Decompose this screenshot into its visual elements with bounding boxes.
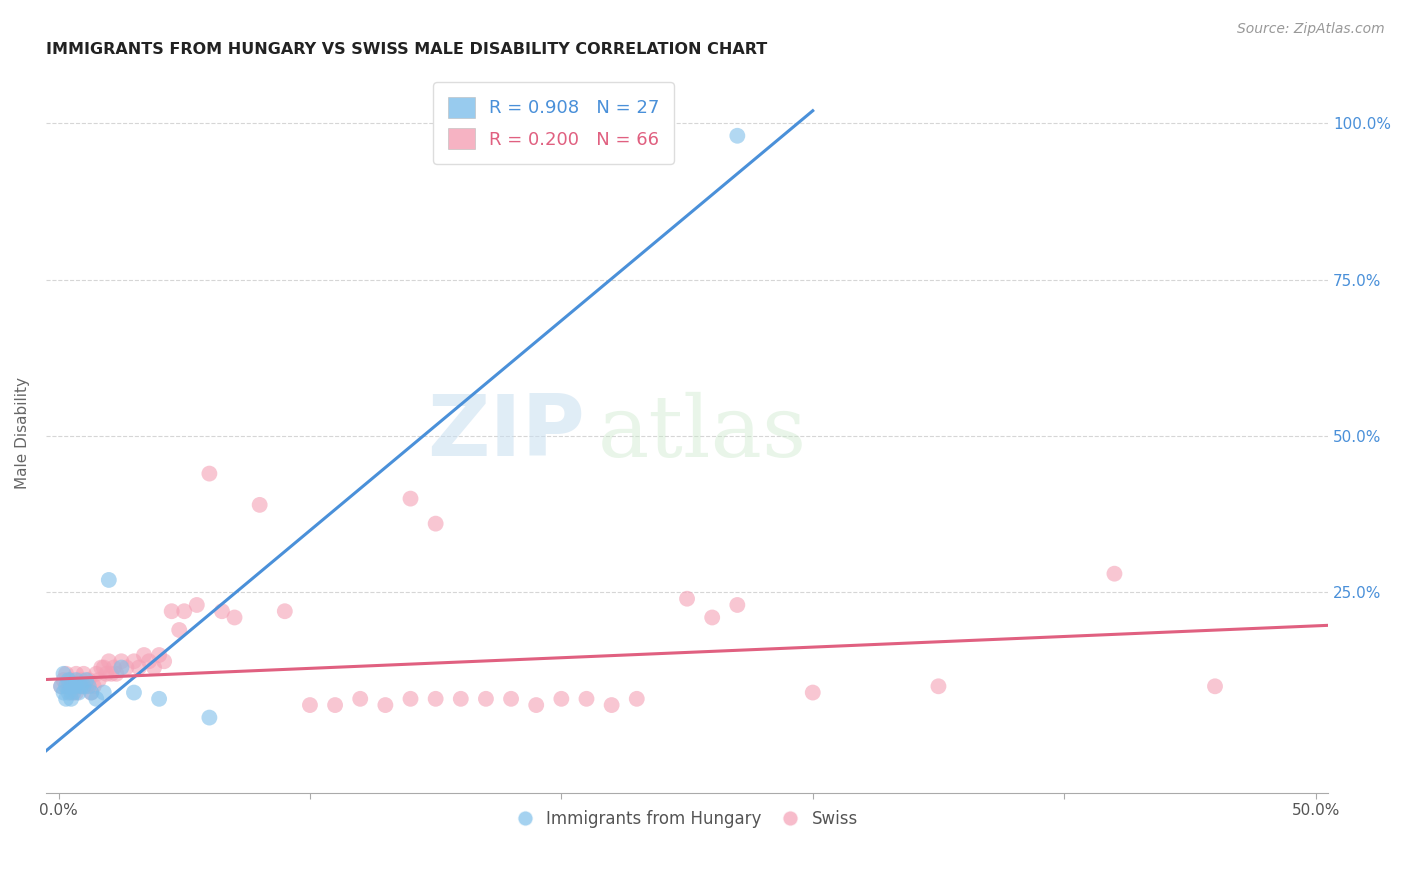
Point	[62, 679, 84, 693]
Point	[927, 679, 949, 693]
Point	[60, 685, 83, 699]
Point	[58, 685, 80, 699]
Point	[198, 467, 221, 481]
Point	[67, 679, 90, 693]
Point	[67, 685, 90, 699]
Point	[399, 691, 422, 706]
Point	[1104, 566, 1126, 581]
Point	[725, 598, 748, 612]
Point	[55, 679, 77, 693]
Point	[274, 604, 297, 618]
Point	[58, 673, 80, 687]
Point	[80, 685, 103, 699]
Point	[84, 666, 107, 681]
Point	[65, 666, 87, 681]
Point	[399, 491, 422, 506]
Point	[524, 698, 547, 712]
Point	[1204, 679, 1226, 693]
Point	[148, 648, 170, 662]
Point	[84, 691, 107, 706]
Point	[52, 666, 75, 681]
Point	[60, 673, 83, 687]
Point	[55, 691, 77, 706]
Point	[249, 498, 271, 512]
Point	[725, 128, 748, 143]
Point	[80, 685, 103, 699]
Point	[626, 691, 648, 706]
Text: atlas: atlas	[598, 392, 807, 475]
Point	[49, 679, 72, 693]
Point	[676, 591, 699, 606]
Text: ZIP: ZIP	[427, 392, 585, 475]
Point	[97, 573, 120, 587]
Point	[70, 679, 93, 693]
Point	[323, 698, 346, 712]
Point	[801, 685, 824, 699]
Point	[60, 691, 83, 706]
Point	[173, 604, 195, 618]
Point	[115, 660, 138, 674]
Point	[77, 673, 100, 687]
Point	[198, 710, 221, 724]
Point	[499, 691, 522, 706]
Point	[60, 679, 83, 693]
Point	[110, 654, 132, 668]
Point	[73, 666, 96, 681]
Point	[52, 673, 75, 687]
Point	[298, 698, 321, 712]
Point	[93, 685, 115, 699]
Point	[97, 654, 120, 668]
Point	[128, 660, 150, 674]
Point	[65, 673, 87, 687]
Point	[62, 685, 84, 699]
Point	[167, 623, 190, 637]
Point	[186, 598, 208, 612]
Point	[93, 660, 115, 674]
Point	[224, 610, 246, 624]
Point	[153, 654, 176, 668]
Point	[132, 648, 155, 662]
Point	[143, 660, 166, 674]
Point	[55, 666, 77, 681]
Point	[702, 610, 724, 624]
Text: Source: ZipAtlas.com: Source: ZipAtlas.com	[1237, 22, 1385, 37]
Point	[83, 679, 105, 693]
Point	[70, 673, 93, 687]
Point	[58, 679, 80, 693]
Point	[73, 679, 96, 693]
Point	[96, 666, 118, 681]
Point	[425, 691, 447, 706]
Y-axis label: Male Disability: Male Disability	[15, 377, 30, 489]
Point	[600, 698, 623, 712]
Point	[105, 666, 128, 681]
Point	[75, 679, 97, 693]
Point	[475, 691, 498, 706]
Point	[62, 679, 84, 693]
Point	[65, 679, 87, 693]
Point	[122, 685, 145, 699]
Point	[90, 660, 112, 674]
Point	[52, 685, 75, 699]
Point	[550, 691, 572, 706]
Point	[75, 673, 97, 687]
Point	[100, 666, 122, 681]
Legend: Immigrants from Hungary, Swiss: Immigrants from Hungary, Swiss	[509, 804, 865, 835]
Point	[65, 685, 87, 699]
Point	[110, 660, 132, 674]
Point	[77, 679, 100, 693]
Text: IMMIGRANTS FROM HUNGARY VS SWISS MALE DISABILITY CORRELATION CHART: IMMIGRANTS FROM HUNGARY VS SWISS MALE DI…	[46, 42, 768, 57]
Point	[148, 691, 170, 706]
Point	[450, 691, 472, 706]
Point	[374, 698, 396, 712]
Point	[349, 691, 371, 706]
Point	[138, 654, 160, 668]
Point	[87, 673, 110, 687]
Point	[49, 679, 72, 693]
Point	[575, 691, 598, 706]
Point	[103, 660, 125, 674]
Point	[211, 604, 233, 618]
Point	[160, 604, 183, 618]
Point	[122, 654, 145, 668]
Point	[425, 516, 447, 531]
